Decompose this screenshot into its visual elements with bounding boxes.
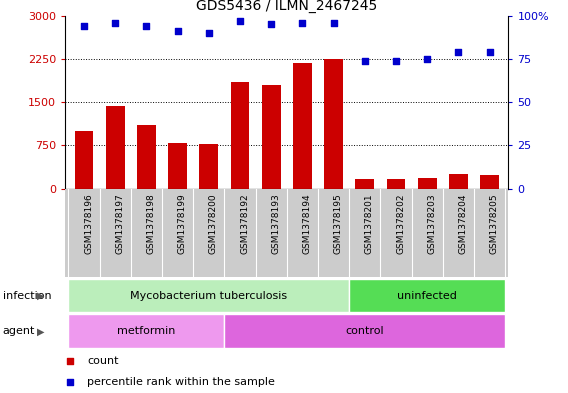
Text: control: control [345,326,384,336]
Point [65,379,74,385]
Point [454,49,463,55]
Bar [324,59,343,189]
Text: metformin: metformin [117,326,176,336]
Bar [231,82,249,189]
Bar [418,178,437,189]
Bar [449,174,468,189]
Text: GSM1378193: GSM1378193 [272,193,280,254]
Text: GSM1378192: GSM1378192 [240,193,249,254]
Bar [262,85,281,189]
Bar [137,125,156,189]
Text: ▶: ▶ [37,291,45,301]
Text: uninfected: uninfected [397,291,457,301]
Bar [68,279,349,312]
Bar [356,179,374,189]
Title: GDS5436 / ILMN_2467245: GDS5436 / ILMN_2467245 [196,0,378,13]
Bar [168,143,187,189]
Point [423,56,432,62]
Text: percentile rank within the sample: percentile rank within the sample [87,377,275,387]
Text: GSM1378200: GSM1378200 [209,193,218,254]
Point [111,20,120,26]
Bar [106,106,124,189]
Text: ▶: ▶ [37,326,45,336]
Point [298,20,307,26]
Text: GSM1378205: GSM1378205 [490,193,499,254]
Point [204,30,214,36]
Text: GSM1378203: GSM1378203 [427,193,436,254]
Text: GSM1378202: GSM1378202 [396,193,405,253]
Text: GSM1378197: GSM1378197 [115,193,124,254]
Text: Mycobacterium tuberculosis: Mycobacterium tuberculosis [130,291,287,301]
Text: GSM1378198: GSM1378198 [147,193,156,254]
Point [391,57,400,64]
Bar [68,314,224,348]
Point [173,28,182,35]
Point [65,358,74,364]
Text: infection: infection [3,291,52,301]
Point [236,18,245,24]
Bar [293,63,312,189]
Text: count: count [87,356,119,366]
Text: GSM1378204: GSM1378204 [458,193,467,253]
Bar [387,179,406,189]
Point [142,23,151,29]
Point [485,49,494,55]
Text: GSM1378201: GSM1378201 [365,193,374,254]
Text: agent: agent [3,326,35,336]
Bar [74,131,93,189]
Text: GSM1378196: GSM1378196 [84,193,93,254]
Bar [349,279,506,312]
Point [329,20,338,26]
Point [360,57,369,64]
Text: GSM1378194: GSM1378194 [302,193,311,254]
Point [80,23,89,29]
Text: GSM1378199: GSM1378199 [178,193,187,254]
Point [267,21,276,28]
Text: GSM1378195: GSM1378195 [333,193,343,254]
Bar [224,314,506,348]
Bar [481,175,499,189]
Bar [199,144,218,189]
